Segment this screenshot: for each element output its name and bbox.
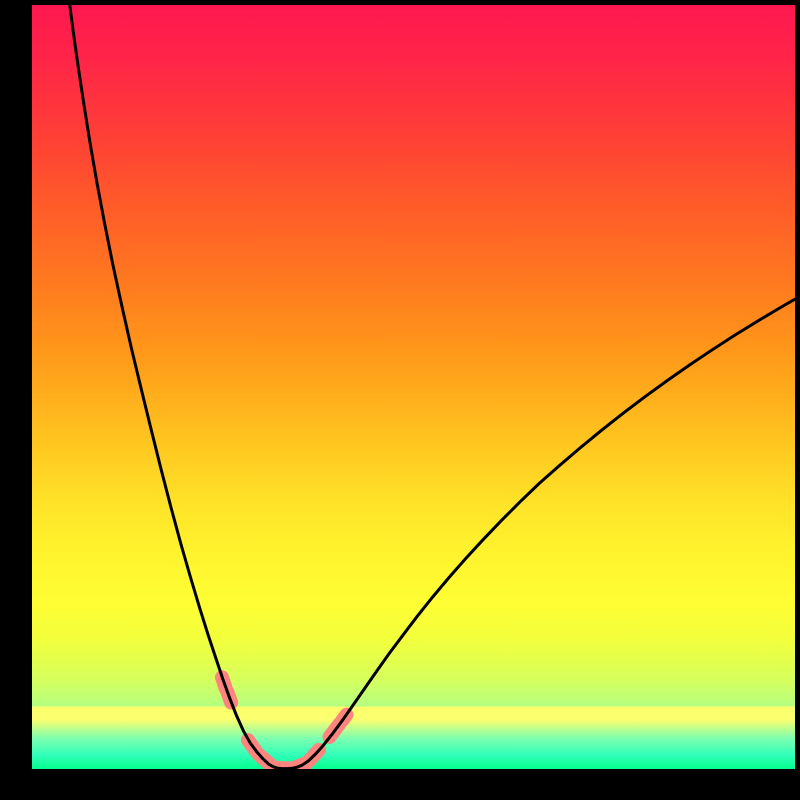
frame-right [795, 0, 800, 800]
chart-background [32, 5, 795, 769]
bottleneck-chart [32, 5, 795, 769]
frame-top [0, 0, 800, 5]
frame-left [0, 0, 32, 800]
frame-bottom [0, 769, 800, 800]
